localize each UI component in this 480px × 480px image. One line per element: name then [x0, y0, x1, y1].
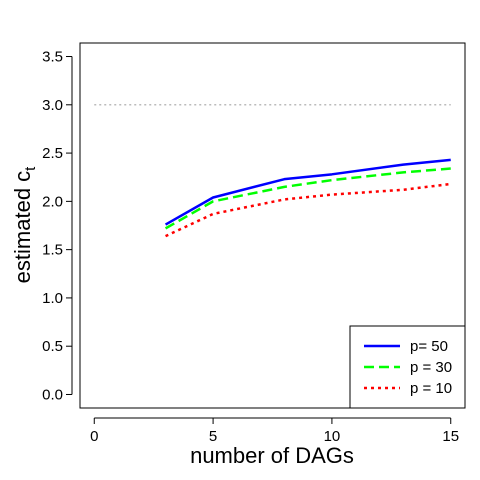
x-tick-label: 5: [209, 428, 217, 445]
y-tick-label: 0.0: [42, 386, 63, 403]
y-tick-label: 2.0: [42, 193, 63, 210]
y-axis-title-main: estimated c: [10, 171, 35, 284]
y-tick-label: 3.5: [42, 49, 63, 66]
series-line-2: [165, 182, 451, 238]
legend-label-p50: p= 50: [410, 338, 448, 355]
legend: p= 50 p = 30 p = 10: [349, 325, 466, 409]
legend-label-p30: p = 30: [410, 359, 452, 376]
y-tick-label: 1.5: [42, 242, 63, 259]
x-tick-label: 0: [90, 428, 98, 445]
y-axis-title-subscript: t: [22, 166, 39, 171]
y-axis: 0.0 0.5 1.0 1.5 2.0 2.5 3.0 3.5: [42, 49, 73, 403]
series-layer: [164, 158, 451, 238]
x-tick-label: 15: [442, 428, 459, 445]
series-line-0: [164, 158, 451, 226]
x-tick-label: 10: [324, 428, 341, 445]
x-axis-title: number of DAGs: [190, 443, 354, 468]
y-tick-label: 0.5: [42, 338, 63, 355]
y-tick-label: 3.0: [42, 97, 63, 114]
x-axis: 0 5 10 15: [90, 417, 459, 445]
series-line-1: [164, 167, 451, 230]
legend-label-p10: p = 10: [410, 380, 452, 397]
y-tick-label: 1.0: [42, 290, 63, 307]
y-tick-label: 2.5: [42, 145, 63, 162]
y-axis-title: estimated ct: [10, 166, 39, 284]
plot-area-frame: [79, 42, 466, 409]
